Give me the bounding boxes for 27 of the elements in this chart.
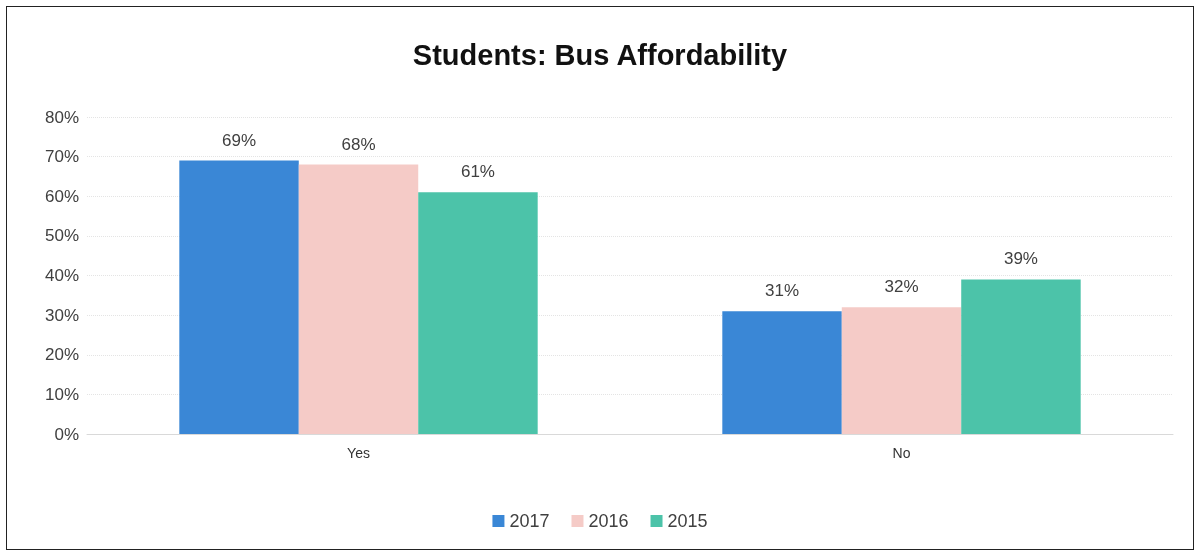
x-tick-label: Yes (347, 445, 370, 461)
y-tick-label: 70% (44, 147, 79, 167)
data-label: 61% (460, 162, 495, 182)
y-tick-label: 50% (44, 226, 79, 246)
bar (841, 307, 962, 434)
y-tick-label: 30% (44, 305, 79, 325)
bar (298, 164, 419, 434)
y-tick-label: 10% (44, 384, 79, 404)
y-tick-label: 60% (44, 186, 79, 206)
legend-label: 2015 (667, 511, 708, 531)
y-tick-label: 20% (44, 345, 79, 365)
y-tick-label: 80% (44, 107, 79, 127)
data-label: 32% (884, 277, 919, 297)
y-tick-label: 40% (44, 266, 79, 285)
legend-label: 2016 (588, 511, 629, 531)
bar (418, 192, 538, 434)
bar (961, 279, 1081, 434)
x-tick-label: No (892, 445, 911, 461)
bar (722, 311, 842, 434)
legend-label: 2017 (509, 511, 550, 531)
data-label: 39% (1003, 249, 1038, 269)
data-label: 69% (222, 130, 257, 150)
chart-title: Students: Bus Affordability (412, 38, 788, 71)
data-label: 31% (765, 281, 800, 301)
data-label: 68% (341, 134, 376, 154)
y-tick-label: 0% (54, 424, 79, 444)
bar (179, 160, 299, 434)
